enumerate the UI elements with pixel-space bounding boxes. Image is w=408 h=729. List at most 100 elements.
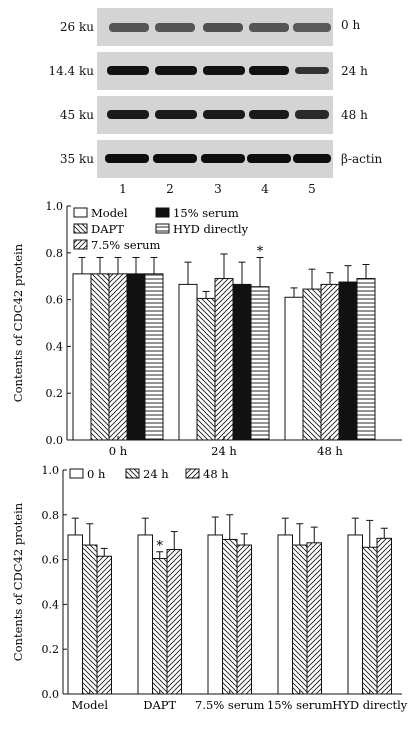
band <box>107 66 149 75</box>
x-tick-label: 7.5% serum <box>195 698 264 712</box>
band <box>295 67 329 74</box>
bar <box>214 278 234 441</box>
mw-label: 35 ku <box>59 152 94 166</box>
mw-label: 26 ku <box>59 20 94 34</box>
y-tick-label: 0.6 <box>42 554 60 567</box>
bar <box>126 273 146 441</box>
legend-label: DAPT <box>91 222 124 236</box>
legend-swatch <box>125 468 140 479</box>
band <box>107 110 149 119</box>
band <box>203 23 243 32</box>
bar <box>284 296 304 441</box>
y-tick-label: 0.8 <box>46 247 64 260</box>
row-label: β-actin <box>341 152 383 166</box>
band <box>293 154 331 163</box>
x-tick-label: 24 h <box>211 444 237 458</box>
bar <box>277 534 293 695</box>
x-tick-label: DAPT <box>143 698 176 712</box>
band <box>155 23 195 32</box>
legend-label: 0 h <box>87 467 106 481</box>
lane-number: 5 <box>308 182 316 196</box>
x-tick-label: 0 h <box>109 444 128 458</box>
bar-chart-by-group: 0.0 0.2 0.4 0.6 0.8 1.0 Contents of CDC42 prot… <box>11 465 408 712</box>
y-tick-label: 0.6 <box>46 294 64 307</box>
bar <box>232 283 252 441</box>
legend-swatch <box>73 223 88 234</box>
legend-swatch <box>155 223 170 234</box>
band <box>109 23 149 32</box>
band <box>155 66 197 75</box>
bar <box>72 273 92 441</box>
bar <box>302 288 322 441</box>
blot-strip-48h <box>97 96 333 134</box>
legend-swatch <box>155 207 170 218</box>
bar <box>144 273 164 441</box>
bar <box>96 555 112 695</box>
band <box>249 66 289 75</box>
band <box>203 110 245 119</box>
band <box>201 154 245 163</box>
lane-number: 4 <box>261 182 269 196</box>
bar-chart-by-time: 0.0 0.2 0.4 0.6 0.8 1.0 Contents of CDC42 prot… <box>11 200 402 458</box>
bar <box>166 549 182 695</box>
bar <box>137 534 153 695</box>
bar <box>196 297 216 441</box>
bar <box>356 278 376 441</box>
lane-number: 3 <box>214 182 222 196</box>
bar <box>376 537 392 695</box>
bar <box>347 534 363 695</box>
y-tick-label: 1.0 <box>46 200 64 213</box>
x-tick-label: Model <box>71 698 108 712</box>
bar <box>207 534 223 695</box>
band <box>247 154 291 163</box>
bar <box>250 286 270 441</box>
band <box>105 154 149 163</box>
significance-mark: * <box>257 244 264 259</box>
band <box>203 66 245 75</box>
y-tick-label: 0.4 <box>42 598 60 611</box>
bar <box>67 534 83 695</box>
bar <box>306 542 322 695</box>
y-tick-label: 0.8 <box>42 509 60 522</box>
band <box>293 23 331 32</box>
band <box>249 23 289 32</box>
blot-strip-actin <box>97 140 333 178</box>
band <box>153 154 197 163</box>
legend-label: HYD directly <box>173 222 249 236</box>
bar <box>362 546 378 695</box>
bar <box>152 557 168 695</box>
significance-mark: * <box>157 539 164 554</box>
western-blot-panel: 26 ku 14.4 ku 45 ku 35 ku 0 h 24 h 48 h … <box>0 0 408 196</box>
blot-strip-0h <box>97 8 333 46</box>
y-tick-label: 1.0 <box>42 465 60 477</box>
row-label: 0 h <box>341 18 361 32</box>
legend-label: 7.5% serum <box>91 238 160 252</box>
y-tick-label: 0.2 <box>46 387 64 400</box>
lane-number: 2 <box>166 182 174 196</box>
bar <box>90 273 110 441</box>
y-axis-label: Contents of CDC42 protein <box>11 502 25 661</box>
legend-label: 15% serum <box>173 206 239 220</box>
legend-label: 24 h <box>143 467 169 481</box>
x-tick-label: 15% serum <box>267 698 333 712</box>
band <box>155 110 197 119</box>
legend-swatch <box>185 468 200 479</box>
bar <box>82 544 98 695</box>
legend-swatch <box>69 468 84 479</box>
bar <box>292 544 308 695</box>
x-tick-label: HYD directly <box>332 698 408 712</box>
row-label: 48 h <box>341 108 368 122</box>
bar <box>178 283 198 441</box>
y-tick-label: 0.4 <box>46 340 64 353</box>
mw-label: 14.4 ku <box>48 64 94 78</box>
bar <box>108 273 128 441</box>
bar <box>320 283 340 441</box>
bar <box>236 544 252 695</box>
y-axis-label: Contents of CDC42 protein <box>11 243 25 402</box>
legend-swatch <box>73 239 88 250</box>
legend-label: 48 h <box>203 467 229 481</box>
y-tick-label: 0.2 <box>42 643 60 656</box>
y-tick-label: 0.0 <box>46 434 64 447</box>
bar <box>338 281 358 441</box>
mw-label: 45 ku <box>59 108 94 122</box>
